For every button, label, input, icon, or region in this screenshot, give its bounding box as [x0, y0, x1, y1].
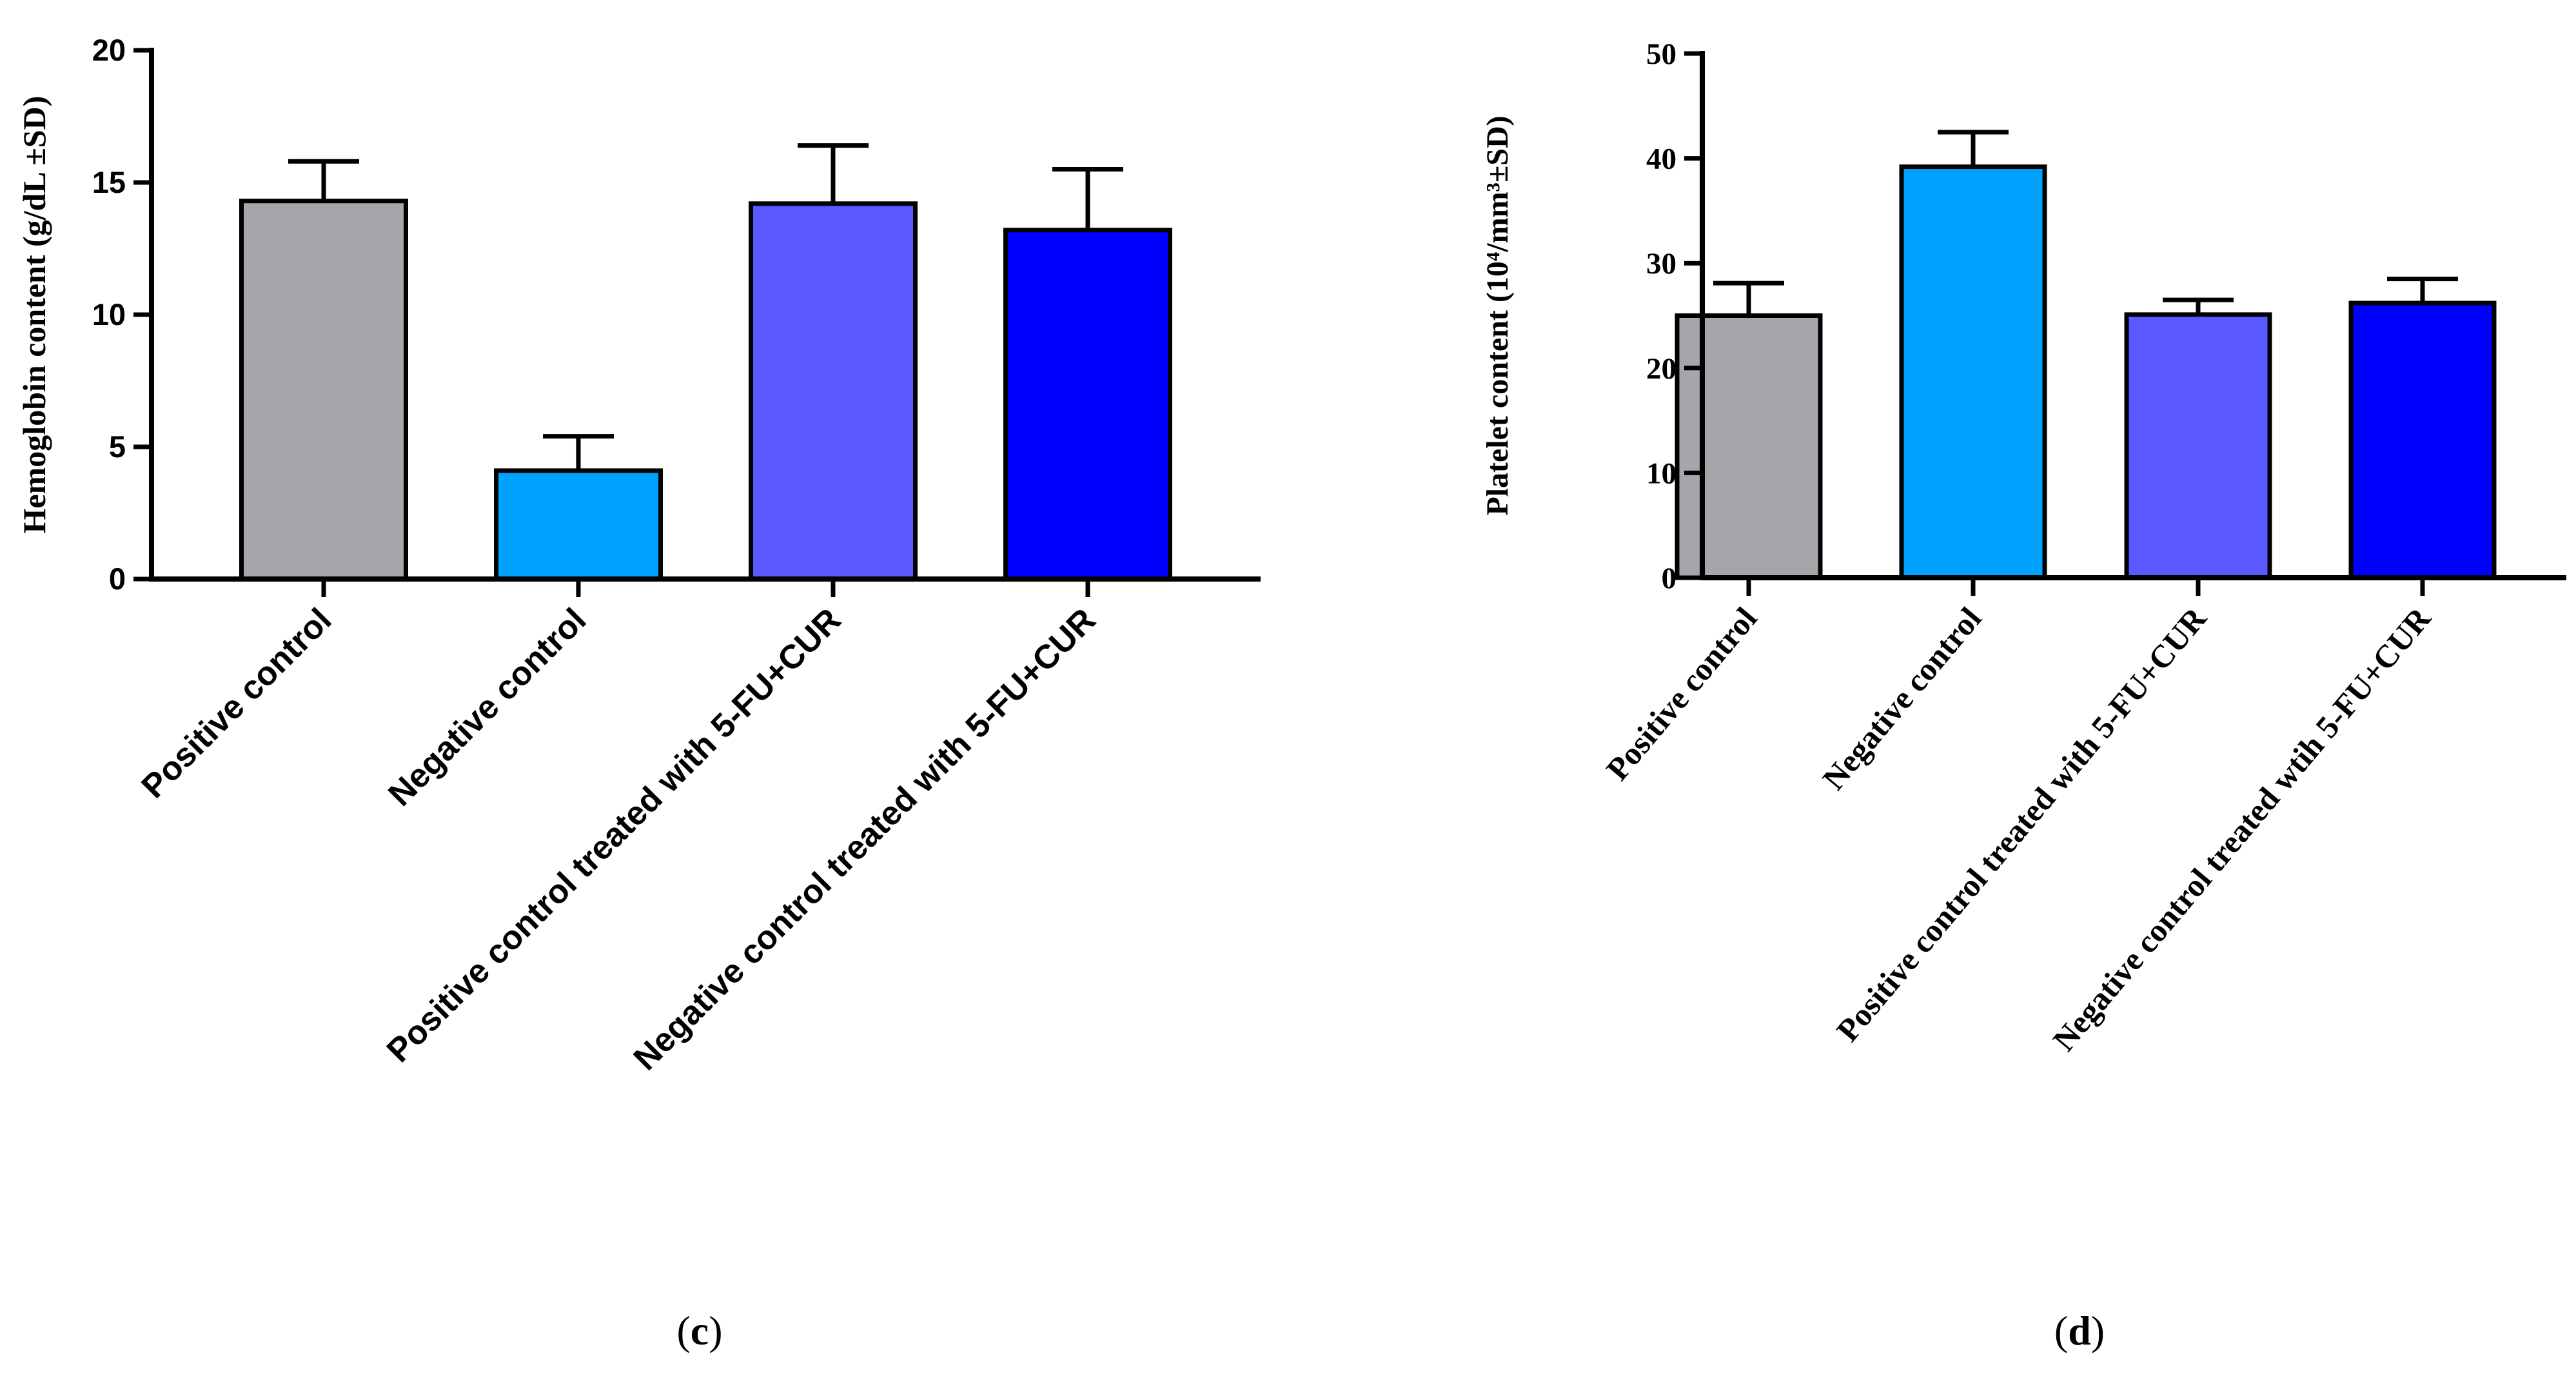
platelet-bar — [1899, 164, 2047, 580]
platelet-error-bar — [1713, 280, 1784, 316]
platelet-category-label: Positive control — [1599, 600, 1764, 787]
hemoglobin-y-tick-label: 0 — [109, 562, 126, 596]
hemoglobin-y-tick-label: 15 — [92, 165, 126, 199]
hemoglobin-bar — [749, 201, 918, 582]
platelet-error-bar — [2387, 277, 2458, 303]
platelet-chart: 0 10 20 30 40 50 Positive control Negative cont… — [1480, 37, 2566, 1353]
platelet-bar — [1675, 313, 1823, 580]
platelet-category-label: Negative control — [1815, 600, 1988, 796]
platelet-category-label: Negative control treated wtih 5-FU+CUR — [2045, 600, 2438, 1057]
hemoglobin-y-tick-label: 5 — [109, 429, 126, 464]
platelet-y-tick-label: 50 — [1646, 37, 1676, 71]
platelet-y-tick-label: 30 — [1646, 247, 1676, 280]
hemoglobin-error-bar — [1052, 167, 1123, 230]
platelet-category-label: Positive control treated with 5-FU+CUR — [1829, 600, 2214, 1048]
platelet-error-bar — [2163, 297, 2234, 315]
platelet-y-tick-label: 0 — [1662, 562, 1677, 595]
platelet-y-tick-label: 10 — [1646, 457, 1676, 490]
platelet-bar — [2124, 312, 2272, 580]
hemoglobin-bar — [494, 468, 663, 582]
hemoglobin-bar — [239, 199, 408, 582]
platelet-y-axis-title: Platelet content (10⁴/mm³±SD) — [1480, 115, 1515, 515]
hemoglobin-y-axis-title: Hemoglobin content (g/dL ±SD) — [16, 96, 52, 534]
platelet-bar — [2348, 300, 2497, 580]
hemoglobin-error-bar — [798, 143, 869, 204]
hemoglobin-category-label: Positive control — [135, 601, 339, 805]
platelet-y-tick-label: 20 — [1646, 352, 1676, 386]
platelet-error-bar — [1938, 130, 2009, 167]
hemoglobin-error-bar — [288, 159, 359, 201]
hemoglobin-bar — [1003, 228, 1172, 582]
hemoglobin-error-bar — [543, 434, 614, 471]
platelet-panel-label: (d) — [2054, 1308, 2105, 1353]
hemoglobin-category-label: Negative control treated with 5-FU+CUR — [627, 601, 1103, 1077]
hemoglobin-category-label: Negative control — [381, 601, 593, 813]
hemoglobin-y-tick-label: 10 — [92, 297, 126, 331]
hemoglobin-y-tick-label: 20 — [92, 33, 126, 67]
platelet-y-tick-label: 40 — [1646, 143, 1676, 176]
hemoglobin-category-label: Positive control treated with 5-FU+CUR — [380, 601, 848, 1069]
hemoglobin-panel-label: (c) — [676, 1308, 722, 1353]
